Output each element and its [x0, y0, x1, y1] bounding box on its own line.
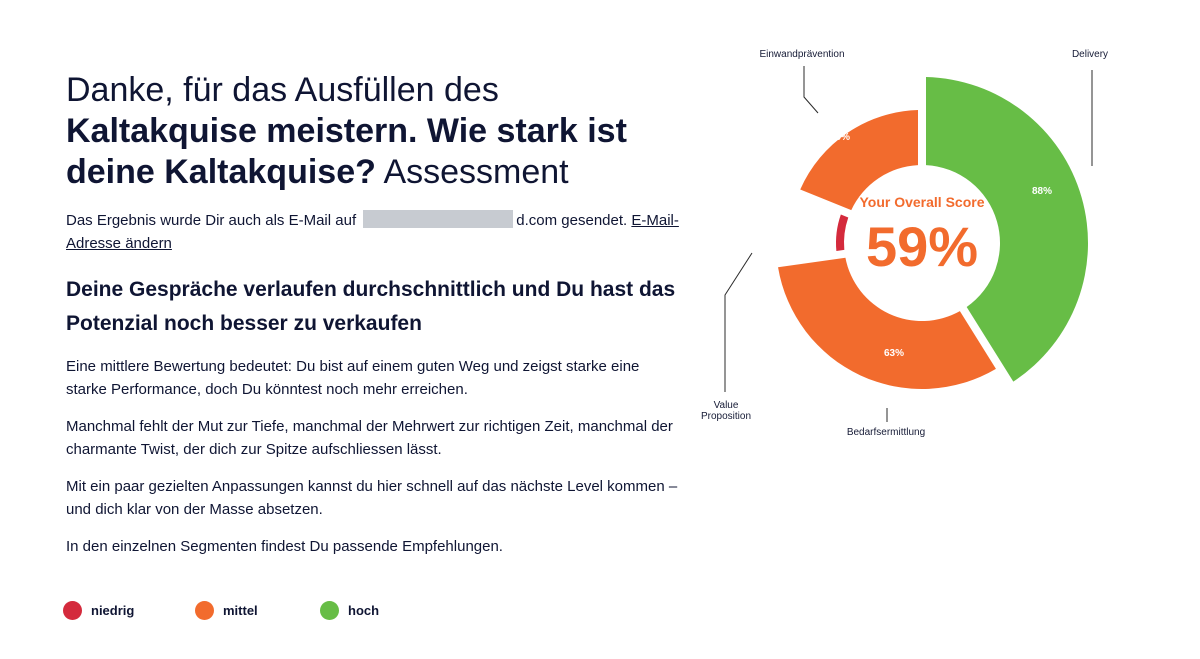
- slice-value-label: 50%: [830, 132, 850, 143]
- donut-slice: [836, 214, 849, 251]
- page-title: Danke, für das Ausfüllen des Kaltakquise…: [66, 70, 681, 193]
- overall-score-title: Your Overall Score: [859, 194, 984, 210]
- donut-slice: [925, 77, 1088, 382]
- slice-value-label: 63%: [884, 348, 904, 359]
- title-intro: Danke, für das Ausfüllen des: [66, 71, 499, 109]
- slice-value-label: 20%: [788, 246, 808, 257]
- slice-category-label: Value: [714, 400, 739, 411]
- score-donut-chart: 88% Delivery 63% Bedarfsermittlung 20% ValueP…: [701, 49, 1108, 438]
- title-suffix: Assessment: [383, 153, 569, 191]
- legend-item-medium: mittel: [195, 601, 258, 620]
- leader-line: [803, 66, 819, 114]
- legend-item-low: niedrig: [63, 601, 134, 620]
- legend-dot-icon: [195, 601, 214, 620]
- change-email-link[interactable]: E-Mail-Adresse ändern: [66, 212, 679, 252]
- assessment-name: Kaltakquise meistern. Wie stark ist dein…: [66, 112, 627, 191]
- result-paragraph: In den einzelnen Segmenten findest Du pa…: [66, 538, 503, 555]
- result-verdict: Deine Gespräche verlaufen durchschnittli…: [66, 278, 676, 335]
- result-paragraph: Eine mittlere Bewertung bedeutet: Du bis…: [66, 358, 640, 398]
- redacted-email: [363, 210, 514, 228]
- legend-item-high: hoch: [320, 601, 379, 620]
- donut-slice: [778, 257, 996, 389]
- result-panel: Danke, für das Ausfüllen des Kaltakquise…: [66, 70, 681, 558]
- donut-slice: [800, 110, 919, 211]
- legend-label: niedrig: [91, 603, 135, 618]
- email-notice-text: Das Ergebnis wurde Dir auch als E-Mail a…: [66, 212, 357, 229]
- result-paragraph: Mit ein paar gezielten Anpassungen kanns…: [66, 478, 678, 518]
- overall-score-value: 59%: [866, 215, 978, 278]
- email-notice: Das Ergebnis wurde Dir auch als E-Mail a…: [66, 209, 681, 255]
- legend-dot-icon: [320, 601, 339, 620]
- slice-category-label: Einwandprävention: [759, 49, 844, 60]
- legend-label: hoch: [348, 603, 380, 618]
- email-domain-text: d.com gesendet.: [516, 212, 628, 229]
- legend-dot-icon: [63, 601, 82, 620]
- result-paragraph: Manchmal fehlt der Mut zur Tiefe, manchm…: [66, 418, 673, 458]
- slice-value-label: 88%: [1032, 186, 1052, 197]
- legend-label: mittel: [223, 603, 258, 618]
- leader-line: [724, 252, 753, 392]
- slice-category-label: Delivery: [1072, 49, 1108, 60]
- slice-category-label: Proposition: [701, 411, 751, 422]
- slice-category-label: Bedarfsermittlung: [847, 427, 925, 438]
